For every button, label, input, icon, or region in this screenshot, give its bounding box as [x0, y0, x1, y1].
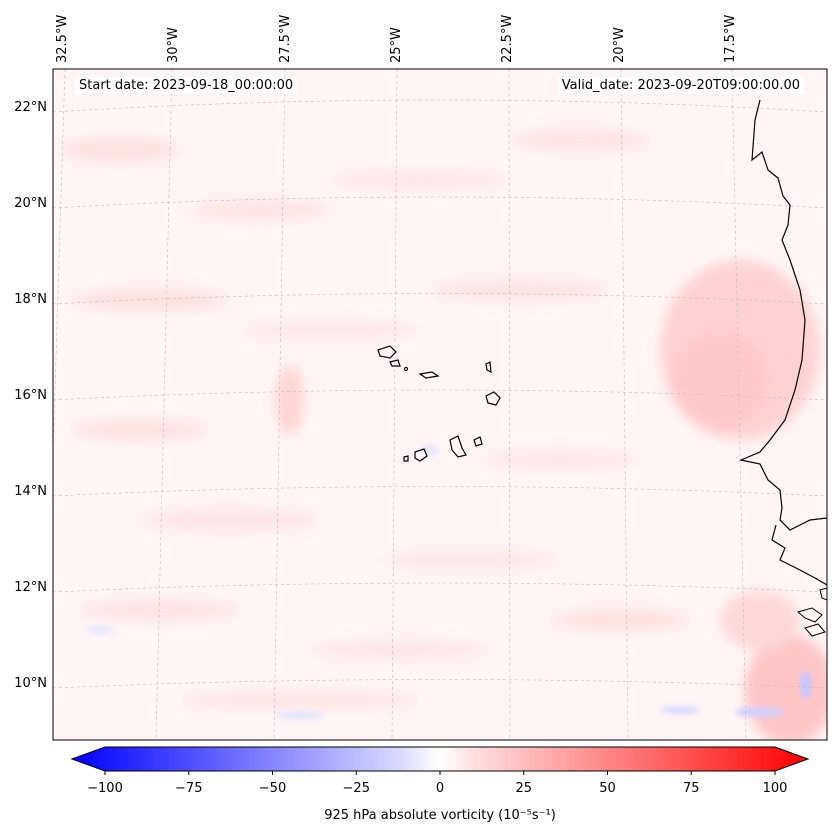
island-santo-antao: [377, 345, 397, 359]
map-frame: [52, 68, 828, 741]
island-boa-vista: [485, 391, 501, 406]
guinea-bissau-coastline: [771, 524, 827, 586]
colorbar-tick-label: 75: [683, 781, 700, 796]
island-maio: [473, 436, 483, 447]
colorbar-tick-label: 100: [763, 781, 788, 796]
colorbar-tick-label: 0: [436, 781, 444, 796]
lat-label: 16°N: [14, 388, 47, 403]
lon-label: 32.5°W: [55, 15, 70, 63]
coastal-island: [819, 587, 827, 601]
lat-label: 22°N: [14, 100, 47, 115]
island-santiago: [449, 435, 467, 458]
lon-label: 27.5°W: [278, 15, 293, 63]
colorbar-tick-label: −50: [259, 781, 286, 796]
lat-label: 18°N: [14, 292, 47, 307]
valid-date-label: Valid_date: 2023-09-20T09:00:00.00: [557, 77, 804, 94]
lon-label: 30°W: [166, 27, 181, 63]
lat-label: 10°N: [14, 676, 47, 691]
lon-label: 20°W: [612, 27, 627, 63]
africa-coastline: [738, 99, 827, 531]
longitude-labels: 32.5°W 30°W 27.5°W 25°W 22.5°W 20°W 17.5…: [55, 15, 738, 63]
bijagos-island: [804, 623, 826, 637]
colorbar-tick-label: 25: [515, 781, 532, 796]
latitude-labels: 22°N 20°N 18°N 16°N 14°N 12°N 10°N: [14, 100, 47, 691]
colorbar-tick-label: −25: [343, 781, 370, 796]
colorbar-body: [70, 746, 810, 772]
colorbar-tick-label: −100: [87, 781, 123, 796]
island-sao-nicolau: [418, 371, 440, 379]
colorbar-tick-label: −75: [175, 781, 202, 796]
graticule: [53, 69, 827, 740]
lon-label: 25°W: [389, 27, 404, 63]
lon-label: 22.5°W: [500, 15, 515, 63]
colorbar-tick-label: 50: [599, 781, 616, 796]
colorbar: −100 −75 −50 −25 0 25 50 75 100: [70, 746, 810, 796]
island-santa-luzia: [404, 367, 408, 371]
lat-label: 20°N: [14, 196, 47, 211]
lat-label: 12°N: [14, 580, 47, 595]
colorbar-ticks: [104, 771, 776, 775]
island-sal: [485, 361, 492, 374]
bijagos-island: [796, 607, 823, 623]
colorbar-label: 925 hPa absolute vorticity (10⁻⁵s⁻¹): [324, 808, 556, 823]
lon-label: 17.5°W: [723, 15, 738, 63]
vorticity-field: [53, 69, 827, 740]
lat-label: 14°N: [14, 484, 47, 499]
start-date-label: Start date: 2023-09-18_00:00:00: [75, 77, 298, 94]
island-fogo: [414, 448, 428, 462]
island-sao-vicente: [389, 359, 401, 367]
island-brava: [403, 455, 409, 462]
